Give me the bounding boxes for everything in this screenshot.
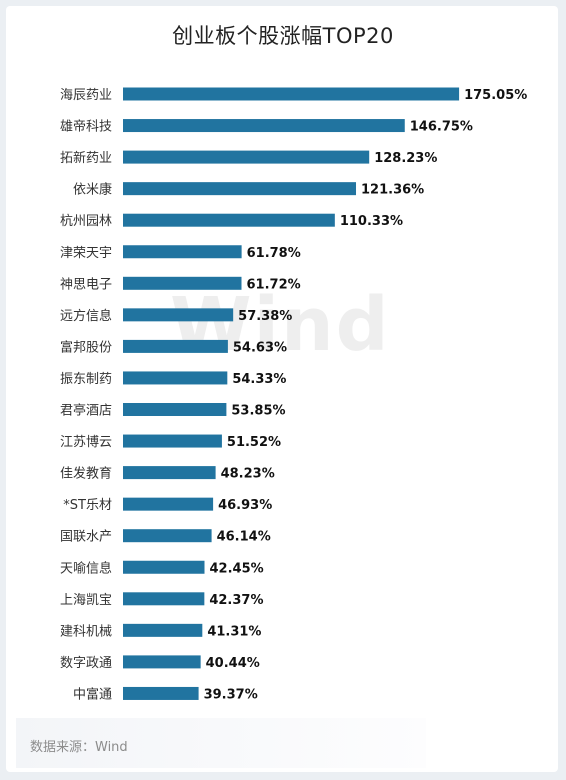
bar bbox=[123, 371, 228, 385]
category-label: 上海凯宝 bbox=[60, 593, 112, 608]
category-label: 神思电子 bbox=[60, 277, 112, 292]
value-label: 128.23% bbox=[374, 151, 437, 166]
bar bbox=[123, 497, 214, 511]
bar bbox=[123, 655, 201, 669]
value-label: 61.78% bbox=[247, 246, 301, 261]
bar bbox=[123, 339, 228, 353]
value-label: 146.75% bbox=[410, 120, 473, 135]
chart-card bbox=[6, 6, 558, 772]
bar bbox=[123, 150, 370, 164]
wind-watermark: Wind bbox=[170, 282, 391, 368]
bar bbox=[123, 434, 222, 448]
category-label: 杭州园林 bbox=[60, 214, 112, 229]
value-label: 42.37% bbox=[209, 593, 263, 608]
source-note: 数据来源：Wind bbox=[30, 740, 128, 755]
bar bbox=[123, 560, 205, 574]
value-label: 46.93% bbox=[218, 498, 272, 513]
chart-title: 创业板个股涨幅TOP20 bbox=[172, 24, 394, 48]
value-label: 46.14% bbox=[217, 530, 271, 545]
category-label: 海辰药业 bbox=[60, 88, 112, 103]
value-label: 54.63% bbox=[233, 340, 287, 355]
category-label: 江苏博云 bbox=[60, 434, 112, 450]
value-label: 48.23% bbox=[221, 467, 275, 482]
category-label: 津荣天宇 bbox=[60, 246, 112, 261]
value-label: 41.31% bbox=[207, 624, 261, 639]
value-label: 121.36% bbox=[361, 183, 424, 198]
bar bbox=[123, 245, 242, 259]
value-label: 53.85% bbox=[231, 404, 285, 419]
value-label: 54.33% bbox=[232, 372, 286, 387]
category-label: 天喻信息 bbox=[60, 560, 112, 576]
bar bbox=[123, 529, 212, 543]
value-label: 57.38% bbox=[238, 309, 292, 324]
bar bbox=[123, 119, 405, 133]
category-label: 国联水产 bbox=[60, 530, 112, 545]
source-box bbox=[16, 718, 426, 768]
value-label: 175.05% bbox=[464, 88, 527, 103]
category-label: 数字政通 bbox=[60, 656, 112, 671]
category-label: 富邦股份 bbox=[60, 339, 112, 355]
bar bbox=[123, 403, 227, 416]
category-label: 佳发教育 bbox=[60, 466, 112, 482]
value-label: 110.33% bbox=[340, 214, 403, 229]
bar bbox=[123, 213, 335, 227]
value-label: 51.52% bbox=[227, 435, 281, 450]
bar bbox=[123, 308, 234, 322]
category-label: 中富通 bbox=[73, 686, 112, 702]
category-label: 振东制药 bbox=[60, 372, 112, 387]
bar bbox=[123, 466, 216, 480]
category-label: *ST乐材 bbox=[63, 498, 112, 513]
value-label: 42.45% bbox=[210, 561, 264, 576]
value-label: 39.37% bbox=[204, 687, 258, 702]
category-label: 雄帝科技 bbox=[60, 119, 112, 135]
category-label: 拓新药业 bbox=[60, 150, 112, 166]
bar bbox=[123, 623, 203, 637]
category-label: 建科机械 bbox=[60, 624, 112, 639]
value-label: 61.72% bbox=[247, 277, 301, 292]
value-label: 40.44% bbox=[206, 656, 260, 671]
category-label: 依米康 bbox=[73, 182, 112, 198]
bar bbox=[123, 592, 205, 606]
category-label: 君亭酒店 bbox=[60, 403, 112, 419]
bar bbox=[123, 87, 460, 101]
bar bbox=[123, 276, 242, 290]
bar bbox=[123, 686, 199, 700]
bar bbox=[123, 182, 357, 196]
category-label: 远方信息 bbox=[60, 308, 112, 324]
